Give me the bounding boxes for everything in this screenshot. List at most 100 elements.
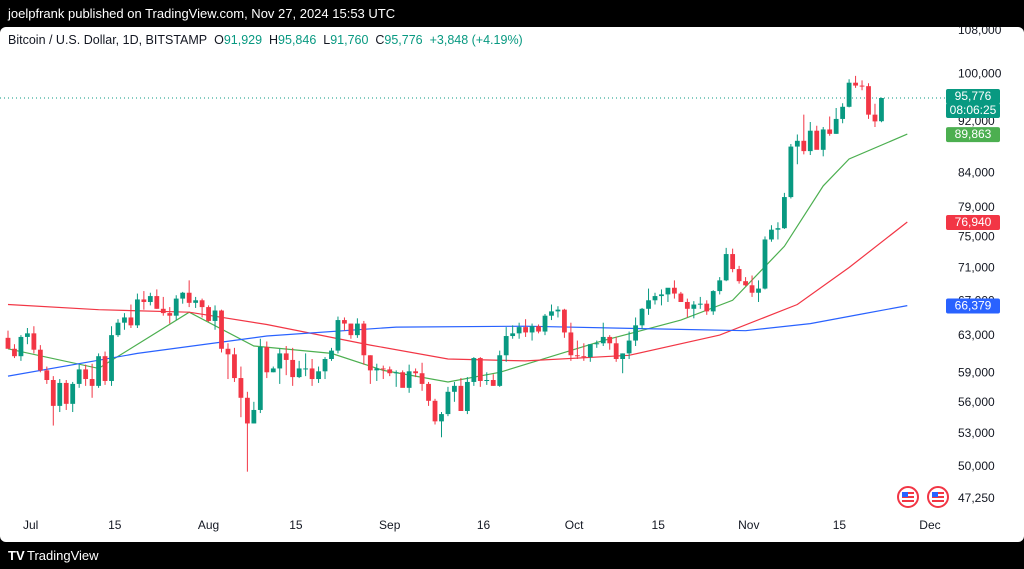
candle	[244, 391, 250, 472]
candle	[646, 288, 651, 315]
y-tick-label: 56,000	[958, 395, 995, 409]
x-tick-label: 15	[289, 518, 303, 532]
candle	[219, 309, 224, 353]
low-value: 91,760	[330, 33, 369, 47]
candle	[277, 348, 283, 384]
candle	[866, 83, 871, 119]
candle	[413, 368, 419, 378]
candle	[225, 343, 231, 380]
x-tick-label: Aug	[198, 518, 219, 532]
candle	[70, 381, 76, 413]
candle	[769, 225, 774, 242]
x-tick-label: Oct	[565, 518, 584, 532]
candle	[387, 366, 393, 377]
candle	[102, 351, 108, 385]
candle	[316, 366, 321, 383]
candle	[587, 344, 593, 362]
candle	[406, 364, 412, 393]
price-tag: 89,863	[946, 127, 1000, 143]
tradingview-brand[interactable]: TradingView	[27, 548, 99, 563]
candle	[775, 222, 781, 240]
flag-icons[interactable]	[897, 486, 949, 508]
ma-200-line	[7, 305, 908, 377]
candle	[749, 275, 755, 297]
candle	[12, 344, 17, 359]
candle	[497, 350, 503, 387]
candle	[859, 80, 865, 91]
y-tick-label: 100,000	[958, 67, 1002, 81]
candle	[354, 318, 360, 338]
candle	[83, 364, 89, 386]
us-flag-stack-icon[interactable]	[927, 486, 949, 508]
candle	[290, 347, 296, 386]
candle	[264, 341, 270, 379]
candle	[186, 280, 192, 308]
candle	[665, 287, 671, 302]
price-chart[interactable]: 108,000100,00092,00084,00079,00075,00071…	[0, 27, 1024, 542]
candle	[581, 343, 587, 361]
candle	[710, 290, 716, 315]
svg-text:66,379: 66,379	[955, 299, 992, 313]
candle	[503, 327, 509, 362]
candle	[872, 103, 878, 127]
candle	[529, 323, 535, 341]
tradingview-logo-icon[interactable]: TV	[8, 548, 25, 563]
candle	[704, 300, 710, 315]
candle	[270, 366, 276, 373]
close-value: 95,776	[384, 33, 423, 47]
candle	[639, 307, 645, 329]
candle	[840, 103, 846, 124]
candle	[115, 319, 121, 337]
price-tag: 95,776	[946, 89, 1000, 105]
candle	[574, 340, 580, 359]
candle	[25, 327, 30, 345]
close-label: C	[375, 33, 385, 47]
x-tick-label: Sep	[379, 518, 401, 532]
candle	[44, 366, 50, 384]
candle	[594, 340, 600, 348]
candle	[723, 247, 729, 282]
candle	[160, 296, 166, 316]
candle	[238, 366, 244, 418]
candle	[827, 116, 833, 136]
high-value: 95,846	[278, 33, 317, 47]
candle	[342, 317, 347, 331]
candle	[846, 79, 852, 108]
svg-text:89,863: 89,863	[955, 127, 992, 141]
candle	[620, 353, 626, 374]
x-tick-label: 16	[477, 518, 491, 532]
candle	[432, 398, 438, 425]
price-tag: 66,379	[946, 298, 1000, 314]
candle	[212, 305, 218, 330]
candle	[516, 322, 522, 339]
candle	[37, 345, 43, 373]
candle	[672, 280, 677, 299]
candle	[801, 114, 807, 155]
candle	[335, 316, 341, 354]
candle	[445, 386, 451, 417]
candle	[89, 363, 95, 398]
footer-bar: TV TradingView	[0, 542, 1024, 569]
candle	[18, 335, 24, 361]
candle	[542, 313, 548, 336]
candle	[361, 320, 367, 365]
chart-panel[interactable]: 108,000 100,000 92,000 84,000 79,000 75,000 71…	[0, 27, 1024, 542]
low-label: L	[323, 33, 331, 47]
candle	[31, 326, 37, 354]
y-tick-label: 59,000	[958, 365, 995, 379]
candle	[193, 296, 199, 308]
svg-text:08:06:25: 08:06:25	[950, 103, 997, 117]
candle	[736, 265, 742, 284]
candle	[652, 292, 658, 305]
candle	[471, 357, 477, 386]
us-flag-icon[interactable]	[897, 486, 919, 508]
y-tick-label: 84,000	[958, 165, 995, 179]
candle	[296, 360, 302, 379]
candle	[458, 378, 464, 411]
ma-20-line	[7, 133, 908, 383]
y-tick-label: 71,000	[958, 260, 995, 274]
candle	[833, 107, 839, 134]
x-tick-label: 15	[833, 518, 847, 532]
candle	[180, 291, 186, 304]
candle	[788, 144, 794, 199]
